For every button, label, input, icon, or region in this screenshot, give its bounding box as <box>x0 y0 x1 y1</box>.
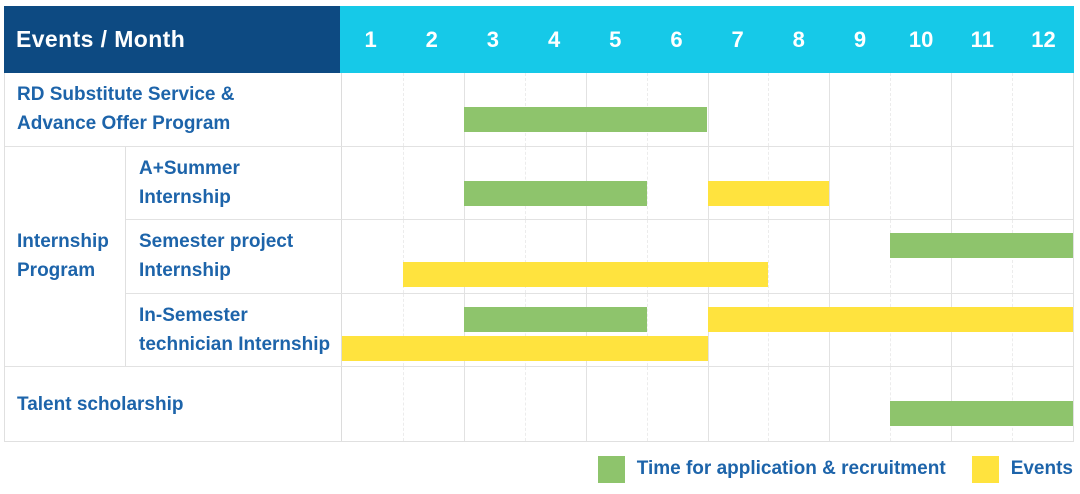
month-gridline <box>585 220 587 293</box>
gantt-body: RD Substitute Service & Advance Offer Pro… <box>4 73 1074 442</box>
bar-application-m10-m12 <box>890 233 1073 259</box>
group-label-line: Internship <box>17 231 109 253</box>
bar-application-m3-m6 <box>463 107 708 132</box>
month-gridline <box>707 367 709 441</box>
gantt-row: In-Semester technician Internship <box>5 293 1073 368</box>
legend-item-application: Time for application & recruitment <box>597 455 946 483</box>
row-label-line: Internship <box>139 260 231 282</box>
gantt-row: A+Summer Internship <box>5 146 1073 221</box>
month-header-4: 4 <box>547 26 561 52</box>
row-label: Talent scholarship <box>5 367 341 441</box>
month-gridline <box>1012 146 1014 220</box>
month-header-3: 3 <box>486 26 500 52</box>
row-chart-area <box>341 293 1073 367</box>
month-gridline <box>585 367 587 441</box>
bar-event-m7-m12 <box>707 306 1073 332</box>
row-label-line: Advance Offer Program <box>17 113 231 135</box>
header-title-cell: Events / Month <box>4 6 340 73</box>
month-gridline <box>524 220 526 293</box>
month-header-9: 9 <box>853 26 867 52</box>
bar-application-m3-m5 <box>463 180 647 206</box>
month-header-5: 5 <box>609 26 622 52</box>
group-label-line: Program <box>17 260 96 282</box>
page-title: Events / Month <box>16 26 186 52</box>
row-label-line: RD Substitute Service & <box>17 84 235 106</box>
month-gridline <box>524 367 526 441</box>
row-label: RD Substitute Service & Advance Offer Pro… <box>5 73 341 146</box>
row-label-line: technician Internship <box>139 334 331 356</box>
month-gridline <box>829 146 831 220</box>
month-gridline <box>829 220 831 293</box>
month-gridline <box>829 73 831 146</box>
month-header-row: 1 2 3 4 5 6 7 8 9 10 11 12 <box>340 6 1074 73</box>
row-label-line: Internship <box>139 186 231 208</box>
row-chart-area <box>341 367 1073 441</box>
gantt-row: Semester project Internship <box>5 220 1073 294</box>
row-label: In-Semester technician Internship <box>126 294 341 367</box>
row-label: A+Summer Internship <box>126 147 341 220</box>
month-gridline <box>768 367 770 441</box>
row-label-line: In-Semester <box>139 305 248 327</box>
month-header-1: 1 <box>364 26 377 52</box>
month-header-7: 7 <box>731 26 744 52</box>
legend-item-event: Events <box>971 455 1073 483</box>
group-label-cell: Internship Program <box>5 146 126 367</box>
month-gridline <box>646 293 648 367</box>
row-label-line: Semester project <box>139 231 294 253</box>
month-header-10: 10 <box>908 26 934 52</box>
month-gridline <box>402 293 404 367</box>
month-gridline <box>402 367 404 441</box>
month-gridline <box>646 220 648 293</box>
month-gridline <box>646 146 648 220</box>
bar-application-m10-m12 <box>890 401 1073 427</box>
legend-swatch-application <box>597 455 625 483</box>
month-gridline <box>768 220 770 293</box>
gantt-row: RD Substitute Service & Advance Offer Pro… <box>5 73 1073 147</box>
legend-swatch-event <box>971 455 999 483</box>
month-gridline <box>646 367 648 441</box>
row-chart-area <box>341 220 1073 293</box>
month-gridline <box>768 73 770 146</box>
month-gridline <box>402 220 404 293</box>
month-gridline <box>951 146 953 220</box>
legend-label-application: Time for application & recruitment <box>636 458 946 479</box>
gantt-row: Talent scholarship <box>5 367 1073 441</box>
month-gridline <box>829 367 831 441</box>
month-header-12: 12 <box>1031 26 1056 52</box>
legend-label-event: Events <box>1010 458 1073 479</box>
bar-application-m3-m5 <box>463 306 647 332</box>
bar-event-m2-m7 <box>402 262 769 288</box>
row-label: Semester project Internship <box>126 220 341 293</box>
month-header-11: 11 <box>970 26 994 52</box>
legend: Time for application & recruitment Events <box>597 452 1073 486</box>
month-gridline <box>707 73 709 146</box>
month-header-6: 6 <box>670 26 683 52</box>
month-gridline <box>951 73 953 146</box>
month-gridline <box>890 146 892 220</box>
row-label-line: Talent scholarship <box>17 393 184 415</box>
month-header-8: 8 <box>792 26 805 52</box>
bar-event-m1-m6 <box>342 335 708 361</box>
bar-event-m7-m8 <box>707 180 830 206</box>
row-chart-area <box>341 146 1073 220</box>
month-gridline <box>890 73 892 146</box>
month-gridline <box>402 73 404 146</box>
row-label-line: A+Summer <box>139 157 240 179</box>
month-gridline <box>463 367 465 441</box>
month-gridline <box>1012 73 1014 146</box>
month-gridline <box>463 220 465 293</box>
month-gridline <box>707 220 709 293</box>
table-header: Events / Month 1 2 3 4 5 6 7 8 9 10 11 12 <box>4 6 1074 73</box>
month-header-2: 2 <box>425 26 438 52</box>
month-gridline <box>402 146 404 220</box>
row-chart-area <box>341 73 1073 146</box>
